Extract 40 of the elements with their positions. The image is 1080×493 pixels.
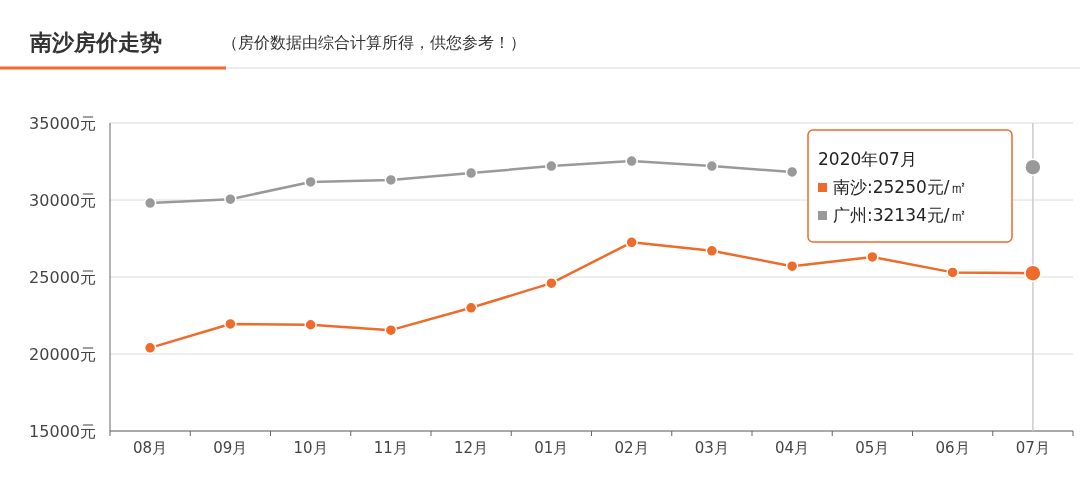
y-tick-label: 20000元 (29, 345, 96, 364)
point (464, 166, 478, 180)
x-tick-label: 03月 (694, 439, 729, 457)
y-tick-label: 15000元 (29, 422, 96, 441)
y-tick-label: 35000元 (29, 114, 96, 133)
x-tick-label: 11月 (373, 439, 408, 457)
point (464, 301, 478, 315)
point (785, 259, 799, 273)
point (304, 175, 317, 189)
x-tick-label: 04月 (775, 439, 810, 457)
x-tick-label: 07月 (1015, 439, 1050, 457)
x-tick-label: 10月 (293, 439, 328, 457)
x-tick-label: 12月 (454, 439, 489, 457)
chart-title: 南沙房价走势 (29, 30, 162, 55)
y-tick-label: 25000元 (29, 268, 96, 287)
point (946, 266, 959, 279)
point (384, 173, 398, 187)
x-tick-label: 09月 (213, 439, 248, 457)
point (545, 159, 558, 173)
x-tick-label: 01月 (534, 439, 569, 457)
point (866, 250, 879, 264)
annotation: 广州:32134元/㎡ (833, 205, 967, 225)
point (785, 165, 799, 179)
point (224, 192, 237, 206)
x-tick-label: 02月 (614, 439, 649, 457)
x-tick-label: 08月 (133, 439, 168, 457)
point (143, 196, 157, 210)
point (625, 154, 638, 168)
annotation: 2020年07月 (818, 149, 917, 169)
x-tick-label: 06月 (935, 439, 970, 457)
y-tick-label: 30000元 (29, 191, 96, 210)
annotation: 南沙:25250元/㎡ (833, 177, 967, 197)
point (705, 244, 719, 258)
point (143, 341, 157, 355)
point (545, 276, 558, 290)
point (224, 317, 237, 331)
point (705, 159, 719, 173)
point (384, 323, 398, 337)
x-tick-label: 05月 (855, 439, 890, 457)
chart-subtitle: （房价数据由综合计算所得，供您参考！） (222, 33, 526, 52)
